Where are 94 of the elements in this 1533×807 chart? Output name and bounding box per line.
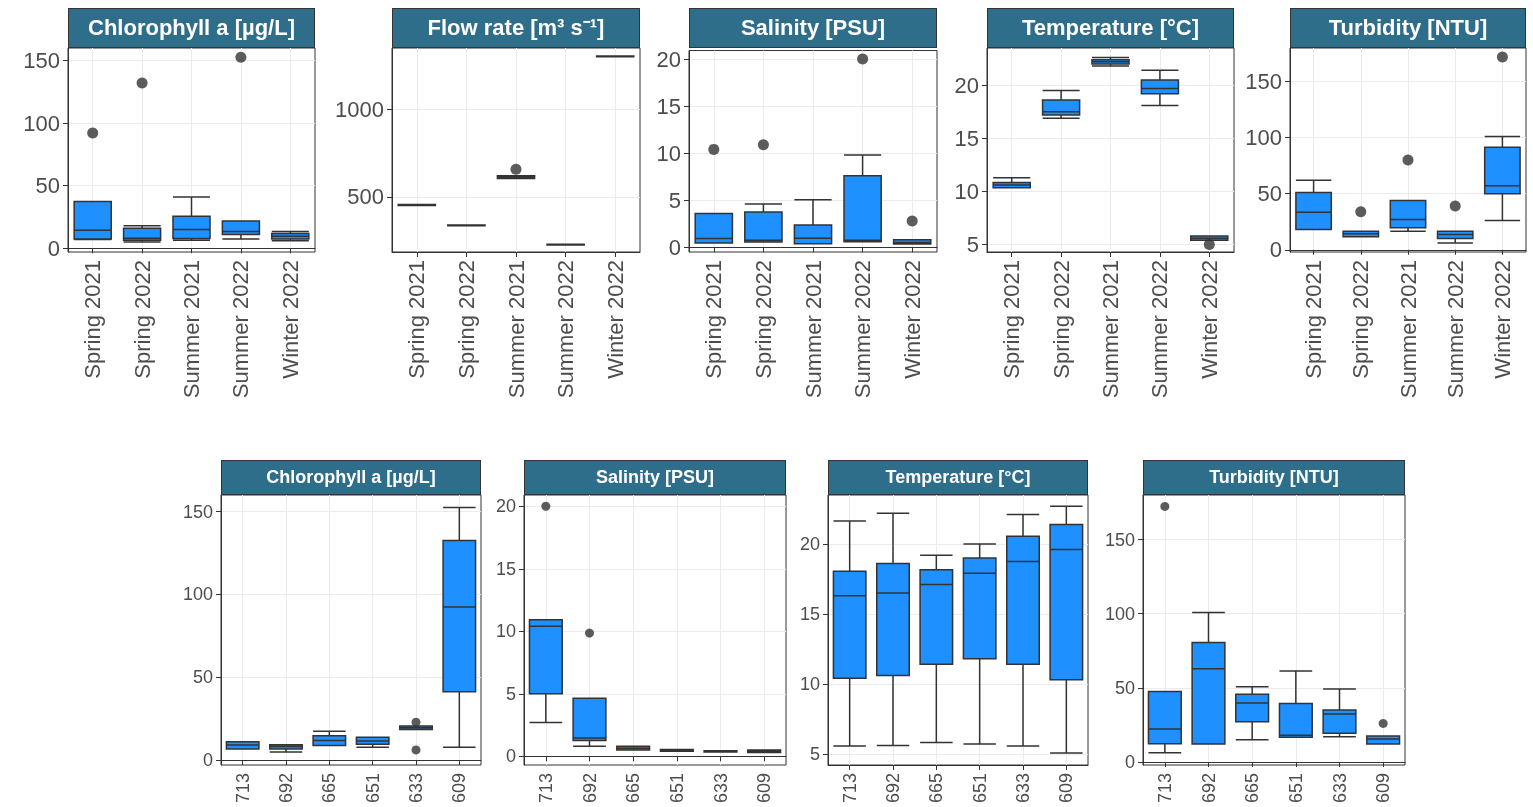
x-tick-label: 713 bbox=[535, 773, 556, 804]
x-tick-label: 665 bbox=[1242, 773, 1263, 804]
chart-title: Turbidity [NTU] bbox=[1143, 460, 1405, 495]
y-tick-label: 15 bbox=[495, 558, 516, 579]
chart-title: Turbidity [NTU] bbox=[1290, 8, 1526, 48]
y-tick-label: 0 bbox=[47, 235, 60, 261]
y-tick-label: 0 bbox=[202, 750, 213, 771]
x-tick-label: Summer 2022 bbox=[1147, 260, 1173, 399]
y-tick-label: 10 bbox=[799, 673, 820, 694]
x-tick-label: 609 bbox=[449, 773, 470, 804]
x-tick-label: Spring 2021 bbox=[1301, 260, 1327, 379]
x-tick-label: Summer 2021 bbox=[1098, 260, 1123, 399]
y-tick-label: 150 bbox=[1104, 529, 1135, 550]
y-tick-label: 0 bbox=[1269, 237, 1282, 263]
x-tick-label: 713 bbox=[1154, 773, 1175, 804]
y-tick-label: 50 bbox=[1257, 181, 1282, 207]
x-tick-label: 633 bbox=[1329, 773, 1350, 804]
y-tick-label: 5 bbox=[809, 743, 820, 764]
y-tick-label: 150 bbox=[1245, 69, 1282, 95]
x-tick-label: Winter 2022 bbox=[1196, 260, 1222, 379]
x-tick-label: Summer 2022 bbox=[553, 260, 579, 399]
x-tick-label: Spring 2022 bbox=[1348, 260, 1374, 379]
x-tick-label: Summer 2021 bbox=[1395, 260, 1421, 399]
y-tick-label: 10 bbox=[954, 178, 979, 204]
x-tick-label: Summer 2021 bbox=[503, 260, 529, 399]
chart-title: Temperature [°C] bbox=[987, 8, 1234, 48]
x-tick-label: 692 bbox=[883, 773, 903, 804]
y-tick-label: 10 bbox=[656, 140, 681, 166]
y-tick-label: 15 bbox=[656, 93, 681, 119]
x-tick-label: 665 bbox=[623, 773, 644, 804]
chart-title: Chlorophyll a [µg/L] bbox=[68, 8, 315, 48]
x-tick-label: Spring 2022 bbox=[1048, 260, 1074, 379]
x-tick-label: Summer 2022 bbox=[228, 260, 254, 399]
y-tick-label: 100 bbox=[1245, 125, 1282, 151]
y-tick-label: 100 bbox=[1104, 603, 1135, 624]
x-tick-label: Summer 2022 bbox=[1442, 260, 1468, 399]
x-tick-label: 692 bbox=[276, 773, 296, 804]
y-tick-label: 10 bbox=[495, 621, 516, 642]
x-tick-label: 633 bbox=[406, 773, 426, 804]
y-tick-label: 5 bbox=[966, 232, 979, 258]
x-tick-label: 609 bbox=[1373, 773, 1394, 804]
x-tick-label: Spring 2022 bbox=[453, 260, 479, 379]
x-tick-label: 665 bbox=[319, 773, 340, 804]
chart-title: Chlorophyll a [µg/L] bbox=[221, 460, 481, 495]
x-tick-label: 633 bbox=[1013, 773, 1033, 804]
x-tick-label: 713 bbox=[839, 773, 860, 804]
x-tick-label: 692 bbox=[579, 773, 600, 804]
y-tick-label: 20 bbox=[495, 496, 516, 517]
x-tick-label: 651 bbox=[362, 773, 383, 804]
x-tick-label: Winter 2022 bbox=[899, 260, 925, 379]
x-tick-label: Spring 2021 bbox=[404, 260, 430, 379]
x-tick-label: Winter 2022 bbox=[1489, 260, 1515, 379]
chart-title: Temperature [°C] bbox=[828, 460, 1088, 495]
x-tick-label: 633 bbox=[710, 773, 731, 804]
y-tick-label: 20 bbox=[954, 72, 979, 98]
x-tick-label: 651 bbox=[1285, 773, 1306, 804]
y-tick-label: 20 bbox=[656, 46, 681, 72]
x-tick-label: 713 bbox=[232, 773, 253, 804]
y-tick-label: 1000 bbox=[335, 96, 384, 122]
y-tick-label: 500 bbox=[347, 184, 384, 210]
x-tick-label: Spring 2021 bbox=[80, 260, 106, 379]
y-tick-label: 20 bbox=[799, 533, 820, 554]
x-tick-label: Spring 2021 bbox=[701, 260, 727, 379]
x-tick-label: 692 bbox=[1198, 773, 1219, 804]
y-tick-label: 15 bbox=[799, 603, 820, 624]
y-tick-label: 0 bbox=[505, 746, 516, 767]
chart-title: Salinity [PSU] bbox=[524, 460, 786, 495]
y-tick-label: 150 bbox=[182, 501, 213, 522]
x-tick-label: Spring 2022 bbox=[750, 260, 776, 379]
x-tick-label: 609 bbox=[1056, 773, 1077, 804]
x-tick-label: 651 bbox=[666, 773, 687, 804]
y-tick-label: 0 bbox=[1124, 752, 1135, 773]
y-tick-label: 50 bbox=[192, 667, 213, 688]
x-tick-label: Winter 2022 bbox=[277, 260, 303, 379]
x-tick-label: Winter 2022 bbox=[602, 260, 628, 379]
chart-title: Salinity [PSU] bbox=[689, 8, 937, 48]
x-tick-label: 609 bbox=[754, 773, 775, 804]
x-tick-label: 665 bbox=[926, 773, 947, 804]
y-tick-label: 15 bbox=[954, 125, 979, 151]
y-tick-label: 5 bbox=[668, 187, 681, 213]
x-tick-label: Summer 2021 bbox=[800, 260, 826, 399]
y-tick-label: 50 bbox=[1114, 677, 1135, 698]
y-tick-label: 50 bbox=[35, 173, 60, 199]
y-tick-label: 100 bbox=[23, 110, 60, 136]
x-tick-label: Spring 2021 bbox=[999, 260, 1025, 379]
x-tick-label: Summer 2021 bbox=[179, 260, 204, 399]
chart-title: Flow rate [m³ s⁻¹] bbox=[392, 8, 640, 48]
y-tick-label: 5 bbox=[505, 683, 516, 704]
y-tick-label: 150 bbox=[23, 48, 60, 74]
x-tick-label: 651 bbox=[969, 773, 990, 804]
x-tick-label: Summer 2022 bbox=[850, 260, 876, 399]
y-tick-label: 0 bbox=[668, 234, 681, 260]
x-tick-label: Spring 2022 bbox=[129, 260, 155, 379]
y-tick-label: 100 bbox=[182, 584, 213, 605]
